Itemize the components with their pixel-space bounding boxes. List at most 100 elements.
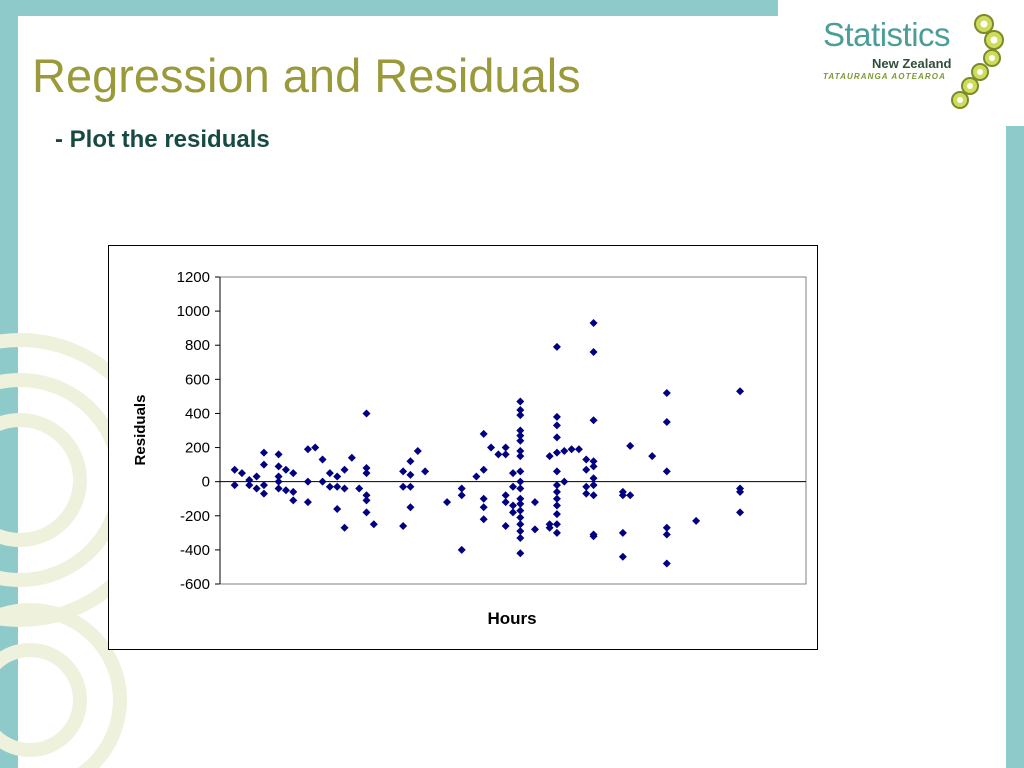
data-point <box>736 487 745 496</box>
data-point <box>516 506 525 515</box>
data-point <box>413 446 422 455</box>
data-point <box>545 452 554 461</box>
data-point <box>259 489 268 498</box>
data-point <box>479 503 488 512</box>
data-point <box>552 528 561 537</box>
data-point <box>516 484 525 493</box>
data-point <box>237 469 246 478</box>
data-point <box>274 450 283 459</box>
data-point <box>399 522 408 531</box>
data-point <box>259 448 268 457</box>
y-tick-label: -600 <box>180 576 210 593</box>
data-point <box>340 523 349 532</box>
data-point <box>589 348 598 357</box>
data-point <box>274 462 283 471</box>
data-point <box>516 520 525 529</box>
data-point <box>618 491 627 500</box>
data-point <box>626 441 635 450</box>
data-point <box>552 412 561 421</box>
data-point <box>259 460 268 469</box>
data-point <box>252 472 261 481</box>
data-point <box>662 523 671 532</box>
data-point <box>457 545 466 554</box>
data-point <box>274 472 283 481</box>
data-point <box>457 484 466 493</box>
data-point <box>516 477 525 486</box>
data-point <box>325 482 334 491</box>
data-point <box>274 477 283 486</box>
data-point <box>479 494 488 503</box>
data-point <box>516 411 525 420</box>
data-point <box>552 510 561 519</box>
data-point <box>325 469 334 478</box>
data-point <box>303 498 312 507</box>
data-point <box>494 450 503 459</box>
data-point <box>406 482 415 491</box>
data-point <box>472 472 481 481</box>
data-point <box>406 503 415 512</box>
y-tick-label: 1000 <box>177 303 210 320</box>
stats-nz-logo: Statistics New Zealand TATAURANGA AOTEAR… <box>818 12 1008 116</box>
plot-area <box>219 276 807 585</box>
data-point <box>516 431 525 440</box>
data-point <box>230 465 239 474</box>
data-point <box>245 475 254 484</box>
data-point <box>289 496 298 505</box>
data-point <box>545 523 554 532</box>
slide-title: Regression and Residuals <box>32 49 581 102</box>
data-point <box>516 499 525 508</box>
data-point <box>516 549 525 558</box>
data-point <box>648 452 657 461</box>
data-point <box>501 443 510 452</box>
logo-title: Statistics <box>823 16 951 53</box>
data-point <box>406 470 415 479</box>
logo-subtitle: New Zealand <box>872 56 952 71</box>
data-point <box>245 481 254 490</box>
data-point <box>530 525 539 534</box>
data-point <box>274 484 283 493</box>
data-point <box>626 491 635 500</box>
data-point <box>552 433 561 442</box>
data-point <box>560 446 569 455</box>
data-point <box>662 388 671 397</box>
data-point <box>552 421 561 430</box>
y-axis-label: Residuals <box>132 395 149 466</box>
data-point <box>340 484 349 493</box>
data-point <box>589 462 598 471</box>
data-point <box>589 319 598 328</box>
data-point <box>516 452 525 461</box>
data-point <box>479 429 488 438</box>
data-point <box>552 520 561 529</box>
data-point <box>552 481 561 490</box>
data-point <box>362 409 371 418</box>
data-point <box>582 482 591 491</box>
data-point <box>662 467 671 476</box>
data-point <box>289 487 298 496</box>
data-point <box>516 533 525 542</box>
y-tick-label: 600 <box>185 371 210 388</box>
logo-tagline: TATAURANGA AOTEAROA <box>823 72 946 81</box>
data-point <box>530 498 539 507</box>
y-tick-label: -400 <box>180 542 210 559</box>
y-tick-label: -200 <box>180 508 210 525</box>
data-point <box>281 486 290 495</box>
data-point <box>289 469 298 478</box>
chart-svg: -600 -400 -200 0 200 400 600 800 1000 1200 Residu… <box>132 269 807 628</box>
data-point <box>355 484 364 493</box>
y-tick-label: 800 <box>185 337 210 354</box>
data-point <box>589 532 598 541</box>
data-point <box>509 482 517 491</box>
frame-top-bar <box>0 0 778 16</box>
data-point <box>406 457 415 466</box>
data-point <box>692 516 701 525</box>
data-point <box>582 465 591 474</box>
data-point <box>662 530 671 539</box>
data-point <box>589 457 598 466</box>
data-point <box>347 453 356 462</box>
data-point <box>516 494 525 503</box>
data-point <box>318 455 327 464</box>
data-point <box>618 552 627 561</box>
data-point <box>589 474 598 483</box>
data-point <box>552 467 561 476</box>
data-point <box>362 464 371 473</box>
